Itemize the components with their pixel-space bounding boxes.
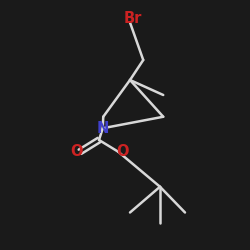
- Text: O: O: [70, 144, 82, 159]
- Text: Br: Br: [123, 11, 142, 26]
- Text: N: N: [96, 121, 109, 136]
- Text: O: O: [116, 144, 128, 159]
